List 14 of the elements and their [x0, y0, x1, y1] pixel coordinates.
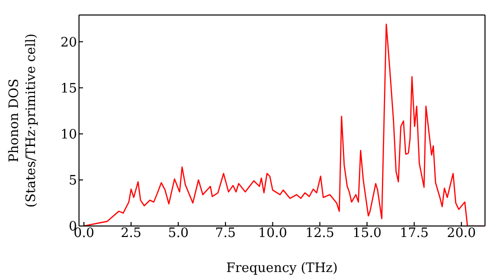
y-tick-label: 5 [68, 174, 77, 189]
x-tick-label: 2.5 [120, 226, 142, 242]
x-tick-label: 5.0 [168, 226, 189, 242]
y-tick-label: 10 [60, 127, 77, 142]
y-tick-label: 15 [60, 81, 77, 96]
x-tick-label: 15.0 [352, 226, 382, 242]
y-tick-label: 20 [60, 35, 77, 50]
x-tick-label: 10.0 [258, 226, 288, 242]
x-tick-label: 17.5 [400, 226, 429, 242]
x-tick-label: 12.5 [305, 226, 334, 242]
x-tick-label: 7.5 [215, 226, 236, 242]
x-axis-title: Frequency (THz) [226, 261, 338, 276]
y-axis-title: Phonon DOS (States/THz·primitive cell) [7, 33, 39, 208]
x-tick-label: 20.0 [446, 226, 476, 242]
